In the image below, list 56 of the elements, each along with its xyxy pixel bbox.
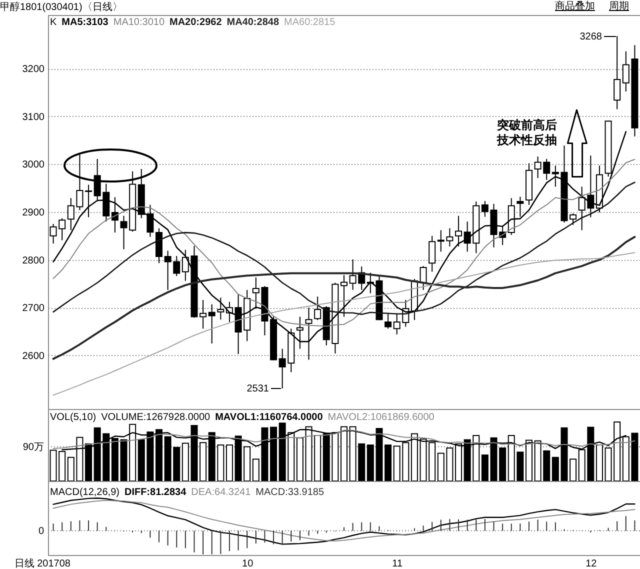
candlestick bbox=[340, 274, 348, 318]
x-tick-label: 12 bbox=[586, 558, 598, 569]
bar bbox=[481, 454, 488, 481]
candlestick bbox=[146, 204, 154, 238]
bar bbox=[384, 444, 392, 481]
x-tick-label: 11 bbox=[392, 558, 403, 569]
bar bbox=[570, 458, 577, 481]
candlestick bbox=[516, 196, 524, 218]
chart-title: 甲醇1801(030401)〈日线〉 bbox=[0, 1, 122, 13]
x-tick-label: 201708 bbox=[37, 558, 71, 569]
annotation: 突破前高后技术性反抽 bbox=[496, 118, 557, 147]
legend-title: K bbox=[50, 17, 57, 28]
y-tick-label: 2700 bbox=[22, 303, 45, 314]
series-label: VOLUME:1267928.0000 bbox=[101, 412, 211, 423]
text: MA40:2848 bbox=[226, 17, 280, 28]
candlestick bbox=[570, 212, 577, 226]
annotation: 2531 bbox=[246, 384, 270, 394]
candlestick bbox=[455, 215, 462, 247]
ref-line-label: 0 bbox=[38, 526, 44, 537]
y-tick-label: 3100 bbox=[22, 112, 45, 123]
candlestick bbox=[420, 266, 427, 290]
annotation: 3268 bbox=[580, 32, 602, 42]
line-series bbox=[52, 252, 636, 396]
y-tick-label: 2800 bbox=[22, 255, 45, 266]
bar bbox=[226, 444, 233, 481]
legend-title: VOL(5,10) bbox=[50, 412, 96, 423]
candlestick bbox=[614, 36, 621, 110]
series-label: MAVOL2:1061869.6000 bbox=[328, 412, 435, 423]
candlestick bbox=[200, 299, 207, 330]
candlestick bbox=[314, 296, 322, 321]
series-label: MAVOL1:1160764.0000 bbox=[215, 412, 324, 423]
series-label: DIFF:81.2834 bbox=[124, 487, 187, 498]
y-tick-label: 2900 bbox=[22, 208, 45, 218]
y-tick-label: 3200 bbox=[22, 64, 45, 76]
text: 商品叠加 bbox=[555, 1, 595, 13]
series-label: DEA:64.3241 bbox=[191, 487, 252, 498]
ref-line-label: 90万 bbox=[22, 442, 44, 453]
candlestick bbox=[384, 312, 392, 330]
bar bbox=[200, 442, 207, 481]
line-series bbox=[52, 236, 636, 360]
x-axis-title: 日线 bbox=[14, 558, 34, 569]
candlestick bbox=[428, 235, 436, 272]
text: MA5:3103 bbox=[62, 17, 109, 28]
candlestick bbox=[481, 200, 488, 218]
legend-title: MACD(12,26,9) bbox=[50, 487, 120, 498]
candlestick bbox=[85, 184, 92, 218]
text: MA10:3010 bbox=[113, 17, 165, 28]
x-tick-label: 10 bbox=[242, 558, 254, 569]
text: MA20:2962 bbox=[170, 17, 222, 28]
text: MACD:33.9185 bbox=[256, 487, 324, 498]
text: MA60:2815 bbox=[284, 17, 336, 28]
text: 周期 bbox=[609, 1, 629, 13]
candlestick bbox=[156, 228, 162, 264]
bar bbox=[296, 437, 304, 481]
y-tick-label: 3000 bbox=[22, 160, 45, 171]
y-tick-label: 2600 bbox=[22, 350, 45, 362]
